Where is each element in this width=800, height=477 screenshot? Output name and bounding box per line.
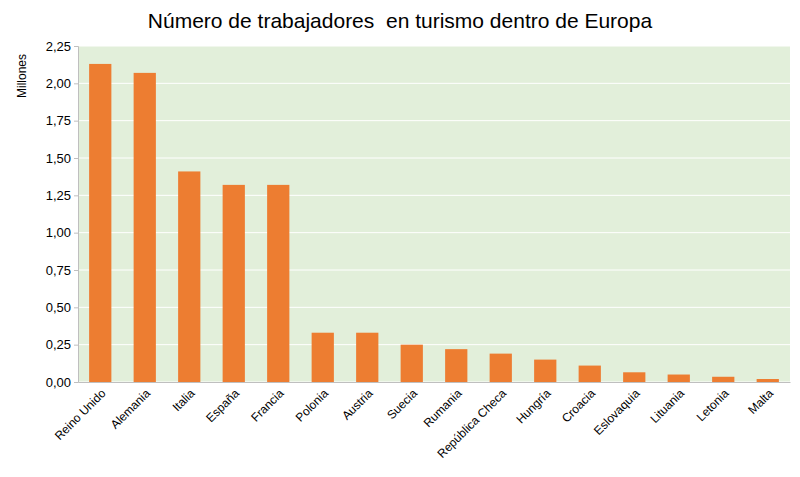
y-axis: 0,00 0,25 0,50 0,75 1,00 1,25 1,50 1,75 2,00 2,25 xyxy=(46,39,79,390)
x-tick-label: Polonia xyxy=(293,386,331,424)
y-tick: 0,00 xyxy=(46,375,78,390)
y-tick: 2,25 xyxy=(46,39,78,54)
bar xyxy=(490,354,512,382)
y-tick: 0,50 xyxy=(46,300,78,315)
bar xyxy=(623,372,645,382)
title: Número de trabajadores en turismo dentro… xyxy=(148,9,653,32)
y-tick: 1,00 xyxy=(46,225,78,240)
y-tick-label: 1,00 xyxy=(46,225,71,240)
x-tick-label: Austria xyxy=(339,386,376,423)
y-tick-mark xyxy=(74,83,78,84)
bar xyxy=(267,185,289,382)
x-tick-label: Eslovaquia xyxy=(591,386,643,438)
y-tick-label: 1,75 xyxy=(46,113,71,128)
x-tick: España xyxy=(203,382,242,425)
x-tick-label: Francia xyxy=(248,386,286,424)
y-tick-label: 1,50 xyxy=(46,151,71,166)
y-tick-mark xyxy=(74,307,78,308)
grid xyxy=(78,46,790,382)
x-tick: Polonia xyxy=(293,382,331,425)
y-tick: 0,75 xyxy=(46,263,78,278)
bar xyxy=(757,379,779,382)
x-tick-label: Rumania xyxy=(421,386,465,430)
grid-line xyxy=(78,120,790,121)
y-tick: 0,25 xyxy=(46,337,78,352)
y-tick-mark xyxy=(74,382,78,383)
y-tick-label: 2,25 xyxy=(46,39,71,54)
x-axis: Reino UnidoAlemania ItaliaEspañaFranciaPo… xyxy=(52,382,791,461)
x-tick: Malta xyxy=(745,382,776,417)
y-tick: 1,25 xyxy=(46,188,78,203)
x-tick: Italia xyxy=(170,382,198,414)
y-tick-mark xyxy=(74,121,78,122)
x-axis-line xyxy=(79,382,791,383)
bar xyxy=(445,349,467,382)
x-tick-label: Hungría xyxy=(513,386,553,426)
x-tick-label: Italia xyxy=(170,386,198,414)
x-tick: República Checa xyxy=(434,382,509,461)
x-tick: Lituania xyxy=(647,382,687,426)
x-tick: Rumania xyxy=(421,382,465,430)
bar xyxy=(89,64,111,382)
y-tick-label: 0,50 xyxy=(46,300,71,315)
grid-line xyxy=(78,83,790,84)
x-tick: Alemania xyxy=(108,382,154,432)
bars xyxy=(89,64,779,382)
y-tick-label: 0,00 xyxy=(46,375,71,390)
plot: 0,00 0,25 0,50 0,75 1,00 1,25 1,50 1,75 2,00 2,25… xyxy=(46,39,791,461)
x-tick: Francia xyxy=(248,382,286,425)
x-tick: Reino Unido xyxy=(52,382,109,443)
x-tick-label: Suecia xyxy=(384,386,420,422)
y-tick-label: 2,00 xyxy=(46,76,71,91)
y-tick-mark xyxy=(74,233,78,234)
x-tick-label: Reino Unido xyxy=(52,386,109,443)
x-tick: Austria xyxy=(339,382,376,423)
x-tick: Suecia xyxy=(384,382,420,422)
x-tick-label: Lituania xyxy=(647,386,687,426)
bar xyxy=(312,333,334,382)
plot-background xyxy=(78,46,790,382)
grid-line xyxy=(78,46,790,47)
chart: 0,00 0,25 0,50 0,75 1,00 1,25 1,50 1,75 2,00 2,25… xyxy=(0,0,800,477)
y-axis-line xyxy=(74,47,79,383)
x-tick-label: Alemania xyxy=(108,386,154,432)
y-tick-label: 1,25 xyxy=(46,188,71,203)
x-tick-label: España xyxy=(203,386,242,425)
y-tick: 1,75 xyxy=(46,113,78,128)
bar xyxy=(134,73,156,382)
x-tick-label: Malta xyxy=(745,386,776,417)
bar xyxy=(534,360,556,382)
x-tick: Croacia xyxy=(559,382,598,425)
y-axis-title: Millones xyxy=(15,54,29,98)
grid-line xyxy=(78,158,790,159)
x-tick: Eslovaquia xyxy=(591,382,643,438)
y-tick-mark xyxy=(74,345,78,346)
bar xyxy=(223,185,245,382)
x-tick-label: Croacia xyxy=(559,386,598,425)
y-tick: 2,00 xyxy=(46,76,78,91)
y-tick: 1,50 xyxy=(46,151,78,166)
bar xyxy=(668,375,690,382)
bar xyxy=(712,377,734,382)
bar xyxy=(356,333,378,382)
y-tick-label: 0,25 xyxy=(46,337,71,352)
y-tick-mark xyxy=(74,46,78,47)
y-tick-mark xyxy=(74,158,78,159)
y-tick-mark xyxy=(74,195,78,196)
x-tick: Hungría xyxy=(513,382,553,426)
bar xyxy=(178,171,200,382)
x-tick-label: República Checa xyxy=(434,386,509,461)
y-tick-label: 0,75 xyxy=(46,263,71,278)
bar xyxy=(579,366,601,382)
x-tick: Letonia xyxy=(694,382,732,424)
y-tick-mark xyxy=(74,270,78,271)
bar xyxy=(401,345,423,382)
x-tick-label: Letonia xyxy=(694,386,732,424)
